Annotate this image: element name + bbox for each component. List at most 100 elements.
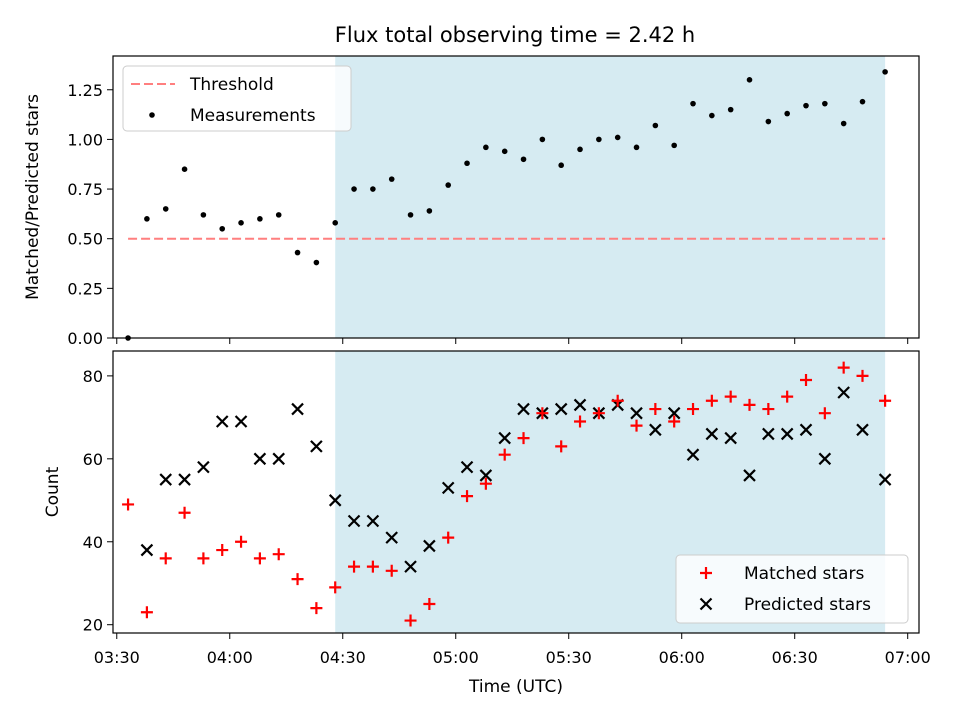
measurement-point <box>294 249 301 256</box>
measurement-point <box>238 220 244 226</box>
measurement-point <box>822 100 828 107</box>
matched-star-point <box>329 581 342 594</box>
legend-threshold-label: Threshold <box>189 75 274 95</box>
matched-star-point <box>536 407 549 420</box>
predicted-star-point <box>140 543 154 557</box>
matched-star-point <box>366 560 379 573</box>
matched-star-point <box>705 394 718 407</box>
bottom-plot-frame <box>112 350 920 634</box>
x-tick-label: 04:30 <box>320 648 366 667</box>
predicted-star-point <box>328 494 342 507</box>
measurement-point <box>332 220 339 226</box>
top-y-tick-label: 1.25 <box>67 81 103 100</box>
predicted-star-point <box>498 431 511 445</box>
predicted-star-point <box>573 398 587 412</box>
measurement-point <box>746 77 753 83</box>
chart-title: Flux total observing time = 2.42 h <box>335 23 695 47</box>
measurement-point <box>596 136 602 143</box>
x-tick-label: 07:00 <box>885 648 931 667</box>
predicted-star-point <box>667 406 681 420</box>
matched-star-point <box>122 498 135 511</box>
x-tick-label: 06:00 <box>659 648 705 667</box>
predicted-star-point <box>291 402 304 416</box>
matched-star-point <box>837 361 850 374</box>
predicted-star-point <box>460 460 474 474</box>
bottom-y-axis: 20 40 60 80 <box>83 367 113 635</box>
top-y-axis: 0.00 0.25 0.50 0.75 1.00 1.25 <box>67 81 113 348</box>
matched-star-point <box>743 398 756 411</box>
predicted-star-point <box>856 423 869 437</box>
legend-measurements-swatch <box>149 112 155 118</box>
matched-star-point <box>630 419 643 432</box>
measurement-point <box>407 212 414 218</box>
predicted-star-point <box>762 427 775 441</box>
top-legend-box <box>122 65 352 132</box>
measurement-point <box>652 122 659 129</box>
measurement-point <box>784 110 790 117</box>
x-tick-label: 05:00 <box>433 648 479 667</box>
top-y-tick-label: 0.25 <box>67 279 103 298</box>
matched-star-point <box>724 390 737 403</box>
x-tick-label: 03:30 <box>94 648 140 667</box>
predicted-star-point <box>705 427 719 441</box>
predicted-star-point <box>234 415 248 428</box>
matched-star-point <box>159 552 172 565</box>
top-y-tick-label: 1.00 <box>67 130 103 149</box>
predicted-star-point <box>837 386 850 399</box>
bottom-y-tick-label: 80 <box>83 367 103 386</box>
measurement-point <box>520 156 527 163</box>
measurement-point <box>144 216 150 222</box>
measurement-point <box>614 134 621 141</box>
measurement-point <box>671 142 677 149</box>
measurement-point <box>181 166 188 172</box>
measurement-point <box>388 176 395 182</box>
predicted-star-point <box>404 560 417 573</box>
bottom-y-axis-label: Count <box>43 466 63 517</box>
matched-star-point <box>687 403 700 416</box>
measurement-point <box>483 144 489 151</box>
top-observing-window <box>335 56 886 338</box>
measurement-point <box>633 144 640 151</box>
predicted-star-point <box>554 402 568 416</box>
matched-star-point <box>272 548 285 561</box>
predicted-star-point <box>517 402 530 416</box>
matched-star-point <box>574 415 587 428</box>
predicted-star-point <box>272 452 285 466</box>
matched-star-point <box>442 531 455 544</box>
measurement-point <box>709 112 715 119</box>
bottom-y-tick-label: 20 <box>83 616 103 635</box>
matched-star-point <box>800 374 813 387</box>
matched-star-point <box>423 597 436 610</box>
matched-star-point <box>555 440 568 453</box>
top-plot-marks <box>125 69 888 341</box>
matched-star-point <box>479 477 492 490</box>
predicted-star-point <box>878 473 892 486</box>
measurement-point <box>727 106 734 113</box>
matched-star-point <box>611 394 624 407</box>
legend-measurements-label: Measurements <box>190 106 316 126</box>
measurement-point <box>501 148 508 155</box>
predicted-star-point <box>366 514 380 528</box>
predicted-star-point <box>743 469 756 482</box>
predicted-star-point <box>724 431 737 445</box>
predicted-star-point <box>686 448 700 461</box>
matched-star-point <box>197 552 210 565</box>
bottom-legend-box <box>675 554 909 624</box>
bottom-plot-marks <box>122 361 892 627</box>
measurement-point <box>370 186 376 192</box>
top-legend: Threshold Measurements <box>122 65 352 132</box>
matched-star-point <box>461 490 474 503</box>
measurement-point <box>882 69 888 75</box>
top-y-tick-label: 0.50 <box>67 230 103 249</box>
bottom-y-tick-label: 40 <box>83 533 103 552</box>
legend-matched-swatch <box>700 567 712 579</box>
bottom-legend: Matched stars Predicted stars <box>675 554 909 624</box>
matched-star-point <box>216 544 229 557</box>
top-y-axis-label: Matched/Predicted stars <box>23 94 43 300</box>
matched-star-point <box>818 407 831 420</box>
matched-star-point <box>348 560 361 573</box>
matched-star-point <box>310 602 323 615</box>
predicted-star-point <box>159 473 173 486</box>
matched-star-point <box>668 415 681 428</box>
